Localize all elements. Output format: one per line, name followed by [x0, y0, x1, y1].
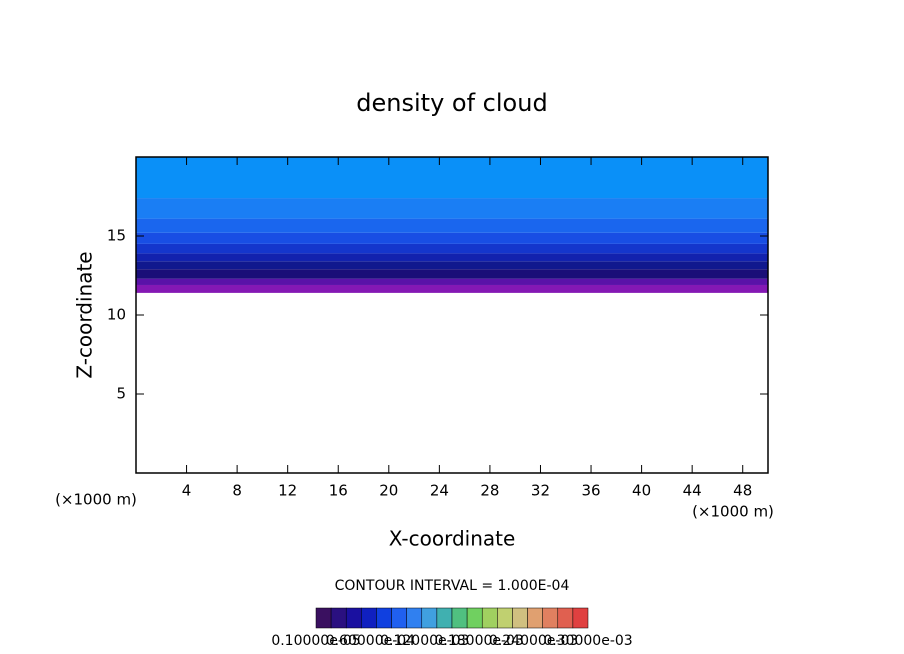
colorbar-swatch	[572, 607, 589, 629]
contour-band	[136, 232, 768, 244]
y-tick-label: 5	[116, 385, 126, 403]
contour-band	[136, 253, 768, 262]
x-tick-label: 32	[531, 482, 550, 500]
x-tick-label: 36	[581, 482, 600, 500]
x-unit: (×1000 m)	[692, 503, 774, 521]
colorbar-swatch	[527, 607, 543, 629]
colorbar-swatch	[542, 607, 559, 629]
colorbar-swatch	[466, 607, 483, 629]
x-tick-label: 16	[329, 482, 348, 500]
chart-title: density of cloud	[356, 89, 547, 117]
contour-interval: CONTOUR INTERVAL = 1.000E-04	[335, 578, 570, 594]
colorbar-swatch	[497, 607, 513, 629]
x-tick-label: 8	[232, 482, 242, 500]
x-tick-label: 20	[379, 482, 398, 500]
x-tick-label: 24	[430, 482, 449, 500]
contour-band	[136, 218, 768, 233]
colorbar-swatch	[376, 607, 392, 629]
x-tick-label: 40	[632, 482, 651, 500]
y-tick-label: 15	[107, 227, 126, 245]
contour-band	[136, 198, 768, 219]
x-tick-label: 12	[278, 482, 297, 500]
colorbar-label: 0.30000e-03	[543, 633, 632, 649]
colorbar-swatch	[436, 607, 453, 629]
x-tick-label: 28	[480, 482, 499, 500]
contour-band	[136, 278, 768, 285]
contour-band	[136, 284, 768, 293]
contour-band	[136, 243, 768, 254]
colorbar-swatch	[315, 607, 332, 629]
y-unit: (×1000 m)	[55, 491, 137, 509]
colorbar-swatch	[451, 607, 468, 629]
colorbar-swatch	[391, 607, 407, 629]
x-axis-label: X-coordinate	[389, 527, 516, 551]
x-tick-label: 44	[683, 482, 702, 500]
colorbar-swatch	[345, 607, 362, 629]
contour-band	[136, 157, 768, 199]
colorbar-label: 0.18000e-03	[435, 633, 524, 649]
colorbar-label: 0.12000e-03	[380, 633, 469, 649]
colorbar-label: 0.60000e-04	[326, 633, 415, 649]
y-axis-label: Z-coordinate	[73, 251, 97, 378]
colorbar-swatch	[330, 607, 347, 629]
colorbar-swatch	[557, 607, 574, 629]
colorbar-label: 0.10000e-05	[271, 633, 360, 649]
contour-band	[136, 269, 768, 279]
contour-band	[136, 261, 768, 270]
colorbar-swatch	[481, 607, 498, 629]
x-tick-label: 4	[182, 482, 192, 500]
x-tick-label: 48	[733, 482, 752, 500]
colorbar-swatch	[406, 607, 423, 629]
colorbar-label: 0.24000e-03	[489, 633, 578, 649]
colorbar-swatch	[361, 607, 377, 629]
colorbar-swatch	[512, 607, 528, 629]
colorbar-swatch	[421, 607, 438, 629]
y-tick-label: 10	[107, 306, 126, 324]
